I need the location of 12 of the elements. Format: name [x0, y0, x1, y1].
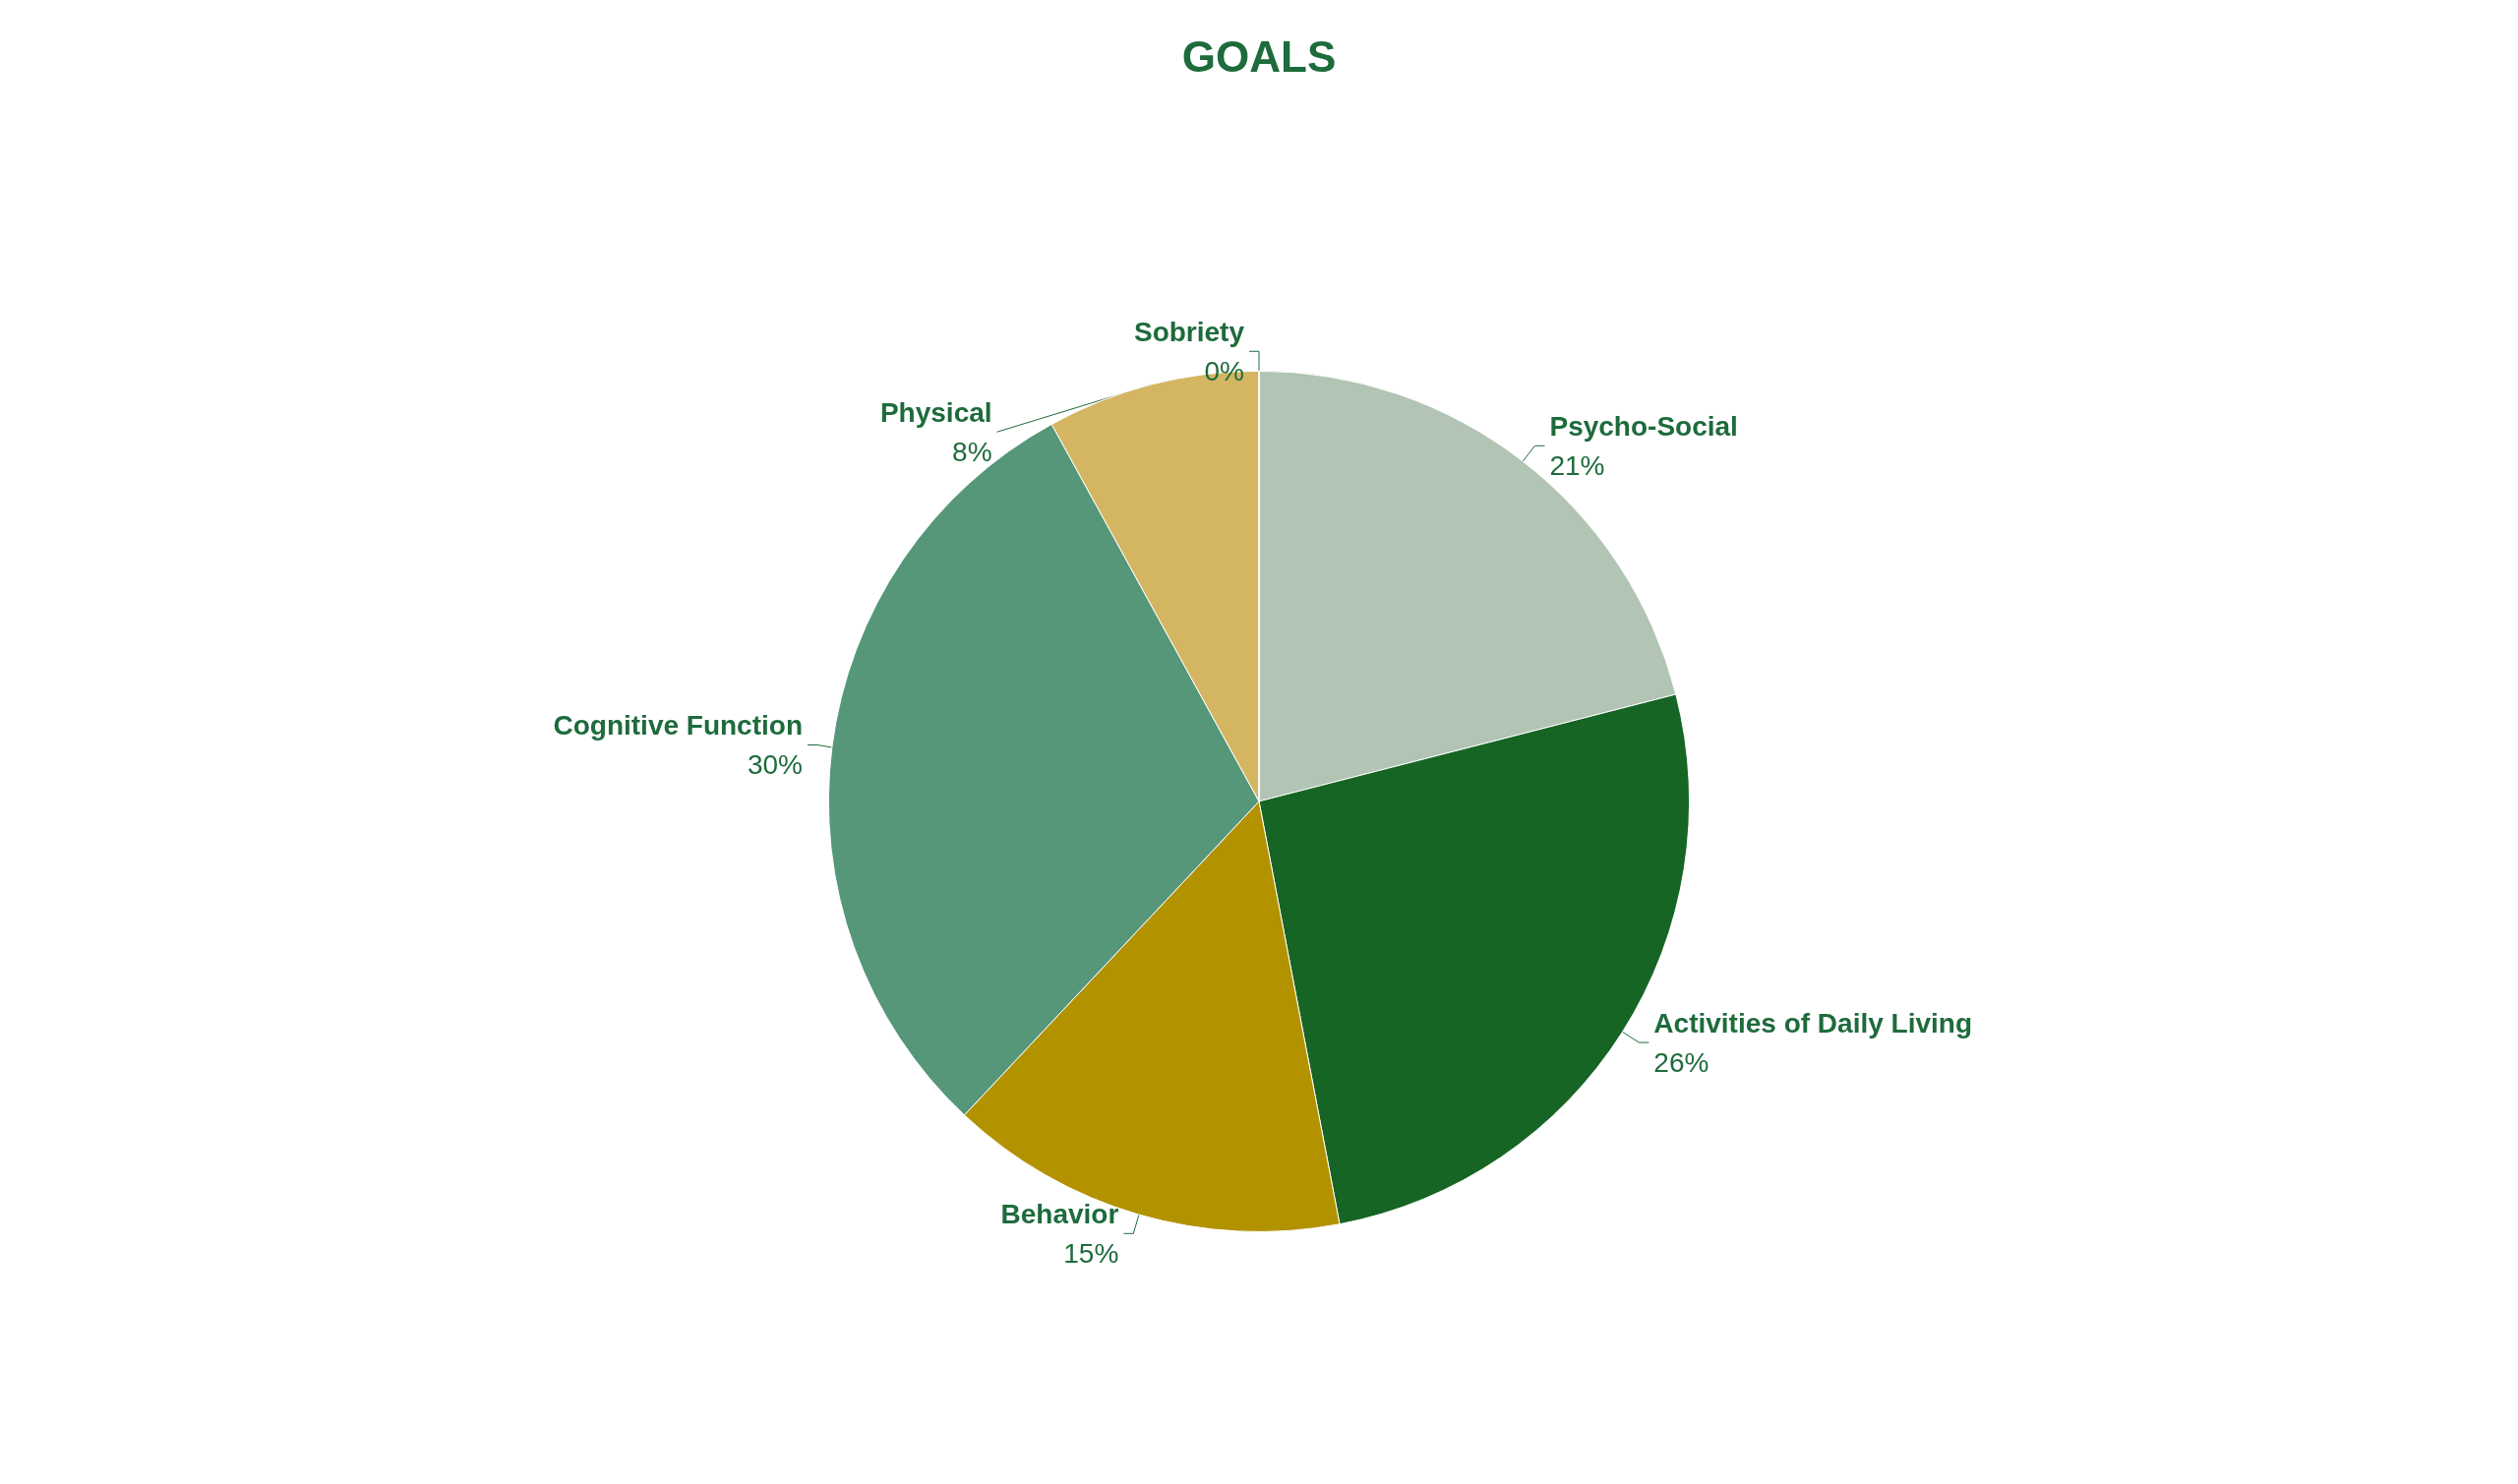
- chart-title: GOALS: [1181, 31, 1337, 81]
- data-label: 8%: [952, 436, 992, 467]
- slice-label: Physical: [879, 396, 992, 428]
- data-label: 21%: [1549, 449, 1605, 481]
- slice-label: Psycho-Social: [1549, 410, 1738, 442]
- slice-label: Cognitive Function: [553, 710, 803, 742]
- slice-label: Activities of Daily Living: [1653, 1007, 1973, 1039]
- category-label: Sobriety: [1133, 316, 1244, 347]
- data-label: 15%: [1063, 1237, 1119, 1269]
- slice-label: Behavior: [1000, 1198, 1119, 1229]
- data-label: 26%: [1653, 1046, 1709, 1078]
- data-label: 30%: [747, 749, 803, 781]
